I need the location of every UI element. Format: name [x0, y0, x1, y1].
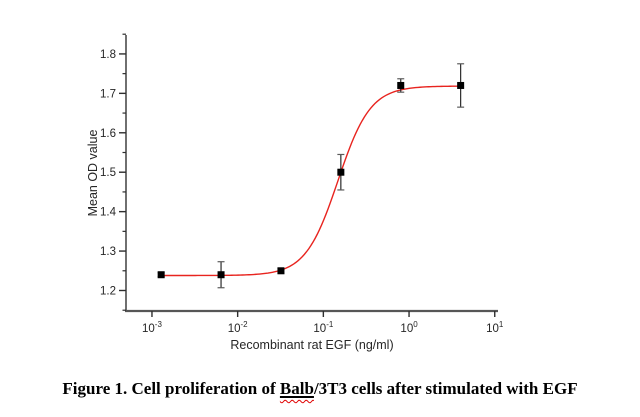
y-tick-label: 1.5 — [100, 167, 116, 179]
caption-text-prefix: Figure 1. Cell proliferation of — [62, 379, 280, 398]
dose-response-chart: 1.2 1.3 1.4 1.5 1.6 1.7 1.8 10-3 10-2 10-1 100 101 R… — [86, 33, 504, 352]
y-axis-label: Mean OD value — [86, 130, 100, 217]
y-tick-label: 1.6 — [100, 128, 116, 140]
data-point-marker — [217, 271, 225, 279]
caption-word-balb-squiggle: Balb — [279, 379, 314, 398]
x-tick-label: 101 — [486, 320, 504, 335]
figure-caption: Figure 1. Cell proliferation of Balb/3T3… — [0, 376, 640, 402]
x-tick-label: 10-3 — [142, 320, 162, 335]
y-tick-label: 1.8 — [100, 49, 116, 61]
data-point-marker — [157, 271, 165, 279]
data-point-marker — [337, 168, 345, 176]
y-tick-label: 1.2 — [100, 285, 116, 297]
caption-word-balb: Balb — [280, 379, 314, 398]
fit-curve — [161, 85, 461, 277]
caption-text-suffix: /3T3 cells after stimulated with EGF — [313, 379, 578, 398]
y-tick-label: 1.3 — [100, 246, 116, 258]
x-tick-label: 10-1 — [313, 320, 333, 335]
data-point-marker — [457, 81, 465, 89]
data-point-marker — [277, 267, 285, 275]
x-axis-label: Recombinant rat EGF (ng/ml) — [230, 338, 393, 352]
y-tick-label: 1.4 — [100, 207, 117, 219]
data-point-marker — [397, 81, 405, 89]
x-tick-label: 10-2 — [228, 320, 248, 335]
y-tick-label: 1.7 — [100, 88, 116, 100]
x-tick-label: 100 — [400, 320, 418, 335]
chart-area: 1.2 1.3 1.4 1.5 1.6 1.7 1.8 10-3 10-2 10-1 100 101 R… — [86, 33, 504, 352]
